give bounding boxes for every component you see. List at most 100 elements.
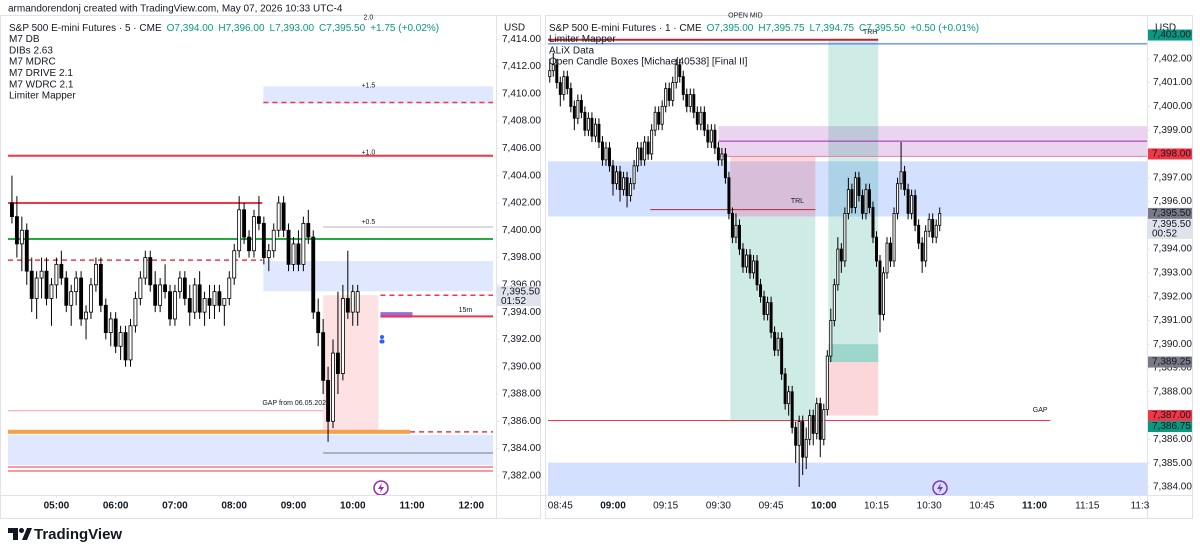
zone <box>8 434 494 465</box>
candle-body <box>783 373 787 405</box>
candle-body <box>143 257 148 279</box>
candle-body <box>706 129 710 143</box>
candle-body <box>108 318 113 334</box>
candle-body <box>917 224 921 244</box>
indicator-name: Open Candle Boxes [Michael40538] [Final … <box>549 57 748 68</box>
candle-body <box>551 64 555 72</box>
y-tick-label: 7,408.00 <box>502 116 541 127</box>
candle-body <box>737 224 741 250</box>
x-tick-label: 05:00 <box>44 501 70 512</box>
x-tick-label: 11:00 <box>400 501 425 512</box>
y-tick-label: 7,394.00 <box>1153 244 1192 255</box>
drawing-label: GAP from 06.05.2026 <box>262 400 330 407</box>
candle-body <box>808 415 812 440</box>
candle-body <box>576 100 580 119</box>
x-tick-label: 09:00 <box>600 501 626 512</box>
candle-body <box>84 311 88 320</box>
x-tick-label: 08:00 <box>221 501 247 512</box>
legend-ohlc: +1.75 (+0.02%) <box>370 23 439 34</box>
candle-body <box>727 177 731 214</box>
candle-body <box>340 298 345 374</box>
candle-body <box>569 88 573 107</box>
y-tick-label: 7,388.00 <box>502 389 541 400</box>
candle-body <box>54 263 59 286</box>
zone <box>263 261 494 292</box>
price-label: 7,403.00 <box>1152 30 1191 41</box>
candle-body <box>355 291 360 313</box>
candle-body <box>217 291 222 306</box>
candle-body <box>657 111 661 125</box>
candle-body <box>713 129 717 149</box>
candle-body <box>306 223 311 238</box>
y-tick-label: 7,390.00 <box>502 361 541 372</box>
plot-area <box>548 38 1147 495</box>
price-label: 7,398.00 <box>1152 149 1191 160</box>
header: armandorendonj created with TradingView.… <box>8 4 343 15</box>
candle-body <box>177 277 182 293</box>
drawing-label: +1.0 <box>361 149 375 156</box>
candle-body <box>173 291 177 320</box>
candle-body <box>256 216 261 224</box>
price-label: 7,395.50 <box>501 286 540 297</box>
candle-body <box>565 76 569 89</box>
candle-body <box>10 202 14 218</box>
candle-body <box>702 111 706 131</box>
indicator-name: M7 DB <box>9 34 40 45</box>
drawing-label: OPEN MID <box>728 12 763 19</box>
candle-body <box>133 298 138 327</box>
zone <box>380 312 413 318</box>
candle-body <box>629 183 633 196</box>
candle-body <box>593 123 597 137</box>
drawing-label: 15m <box>459 307 473 314</box>
candle-body <box>158 284 163 306</box>
candle-body <box>604 147 608 161</box>
candle-body <box>19 229 24 245</box>
candle-body <box>207 298 212 306</box>
candle-body <box>674 64 678 83</box>
candle-body <box>643 141 647 161</box>
y-tick-label: 7,385.00 <box>1153 458 1192 469</box>
legend-ohlc: O7,395.00 <box>707 23 754 34</box>
candle-body <box>202 298 207 313</box>
candle-body <box>615 171 618 185</box>
candle-body <box>187 298 192 313</box>
candle-body <box>296 243 301 265</box>
candle-body <box>607 147 611 167</box>
candle-body <box>247 236 251 252</box>
currency: USD <box>1155 23 1176 34</box>
candle-body <box>286 229 291 265</box>
icon-head <box>380 335 384 339</box>
candle-body <box>860 195 864 214</box>
candle-body <box>261 223 266 258</box>
candle-body <box>34 277 39 299</box>
indicator-name: ALiX Data <box>549 45 594 56</box>
candle-body <box>64 277 69 306</box>
candle-body <box>850 189 854 208</box>
indicator-name: DIBs 2.63 <box>9 45 53 56</box>
x-tick-label: 12:00 <box>459 501 485 512</box>
candle-body <box>579 100 583 113</box>
candle-body <box>857 177 861 196</box>
candle-body <box>734 224 738 238</box>
candle-body <box>660 105 664 125</box>
legend-ohlc: C7,395.50 <box>319 23 366 34</box>
drawing-label: GAP <box>1033 407 1048 414</box>
candle-body <box>291 243 296 265</box>
candle-body <box>192 284 197 313</box>
y-tick-label: 7,394.00 <box>502 307 541 318</box>
candle-body <box>618 171 622 191</box>
currency: USD <box>504 23 525 34</box>
legend-title: S&P 500 E-mini Futures · 1 · CME <box>549 23 702 34</box>
candle-body <box>331 352 335 422</box>
candle-body <box>910 195 914 214</box>
x-tick-label: 09:30 <box>706 501 731 512</box>
candle-body <box>811 415 815 434</box>
drawing-label: +1.5 <box>361 83 375 90</box>
legend-ohlc: L7,394.75 <box>810 23 855 34</box>
candle-body <box>688 94 692 107</box>
candle-body <box>794 427 798 446</box>
zone <box>730 156 816 217</box>
y-tick-label: 7,389.00 <box>1153 363 1192 374</box>
candle-body <box>128 325 133 361</box>
